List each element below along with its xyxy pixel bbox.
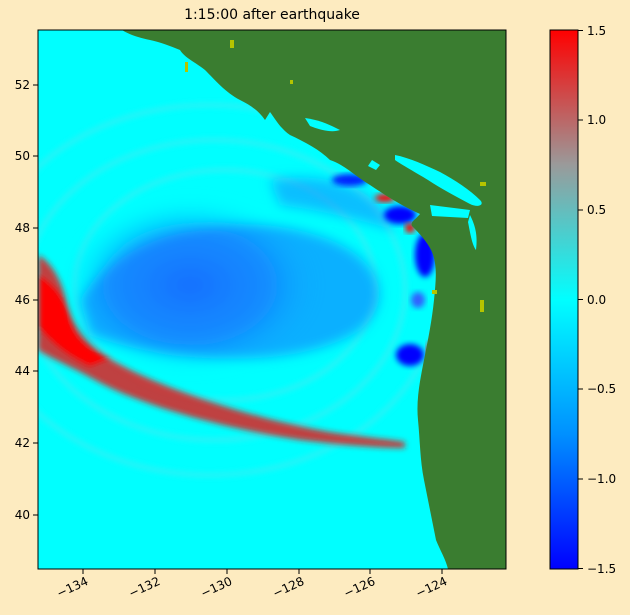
y-tick-label: 48 bbox=[15, 221, 30, 235]
y-tick-label: 52 bbox=[15, 78, 30, 92]
y-tick: 52 bbox=[15, 78, 38, 92]
y-tick-label: 40 bbox=[15, 508, 30, 522]
colorbar-tick-label: −1.0 bbox=[587, 472, 616, 486]
inland-waters bbox=[305, 118, 482, 250]
colorbar-tick-label: −0.5 bbox=[587, 382, 616, 396]
coastal-fringe bbox=[185, 40, 486, 312]
x-tick: −132 bbox=[126, 569, 162, 601]
colorbar-tick: −1.5 bbox=[578, 562, 616, 576]
colorbar-tick-label: 1.0 bbox=[587, 113, 606, 127]
colorbar-tick-label: 1.5 bbox=[587, 24, 606, 38]
y-tick: 42 bbox=[15, 436, 38, 450]
colorbar-tick: −0.5 bbox=[578, 382, 616, 396]
y-tick-label: 50 bbox=[15, 149, 30, 163]
y-tick: 46 bbox=[15, 293, 38, 307]
colorbar: 1.5 1.0 0.5 0.0 −0.5 −1.0 bbox=[549, 24, 616, 576]
x-tick: −130 bbox=[198, 569, 234, 601]
plot-title: 1:15:00 after earthquake bbox=[184, 7, 360, 23]
x-tick: −126 bbox=[341, 569, 377, 601]
colorbar-tick: 0.5 bbox=[578, 203, 606, 217]
x-tick-label: −134 bbox=[54, 574, 90, 601]
colorbar-tick: 1.5 bbox=[578, 24, 606, 38]
colorbar-gradient bbox=[549, 29, 579, 570]
colorbar-tick-label: 0.0 bbox=[587, 293, 606, 307]
x-axis: −134 −132 −130 −128 −126 −124 bbox=[54, 569, 449, 601]
map-area bbox=[38, 30, 506, 569]
y-tick: 44 bbox=[15, 364, 38, 378]
x-tick: −128 bbox=[270, 569, 306, 601]
y-tick-label: 42 bbox=[15, 436, 30, 450]
x-tick-label: −126 bbox=[341, 574, 377, 601]
x-tick-label: −130 bbox=[198, 574, 234, 601]
y-tick-label: 44 bbox=[15, 364, 30, 378]
x-tick-label: −132 bbox=[126, 574, 162, 601]
colorbar-tick: 0.0 bbox=[578, 293, 606, 307]
colorbar-tick: −1.0 bbox=[578, 472, 616, 486]
y-tick: 48 bbox=[15, 221, 38, 235]
positive-wave-crest bbox=[38, 255, 405, 448]
y-tick-label: 46 bbox=[15, 293, 30, 307]
x-tick-label: −124 bbox=[413, 574, 449, 601]
y-axis: 52 50 48 46 44 42 bbox=[15, 78, 38, 522]
colorbar-tick-label: 0.5 bbox=[587, 203, 606, 217]
x-tick: −124 bbox=[413, 569, 449, 601]
x-tick-label: −128 bbox=[270, 574, 306, 601]
colorbar-tick: 1.0 bbox=[578, 113, 606, 127]
x-tick: −134 bbox=[54, 569, 90, 601]
colorbar-tick-label: −1.5 bbox=[587, 562, 616, 576]
y-tick: 40 bbox=[15, 508, 38, 522]
y-tick: 50 bbox=[15, 149, 38, 163]
negative-wave bbox=[60, 177, 395, 375]
